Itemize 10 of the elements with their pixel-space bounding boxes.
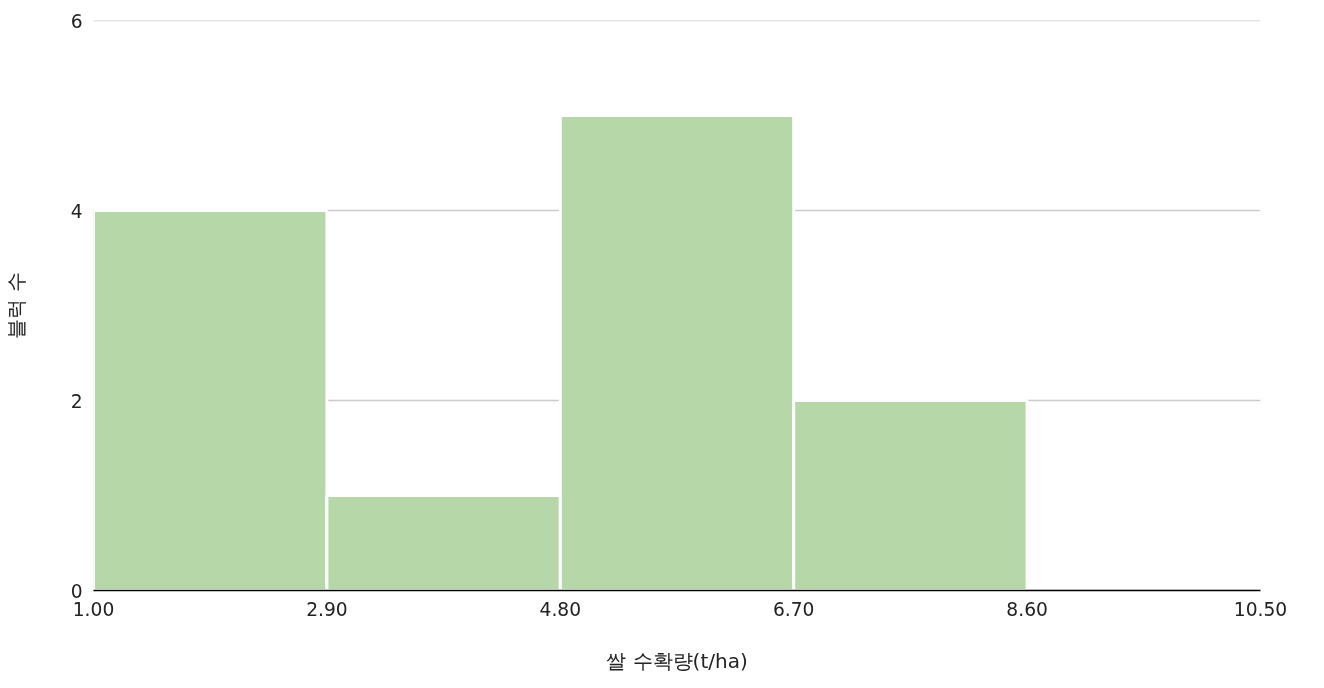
x-tick-label: 4.80 — [539, 598, 582, 620]
x-tick-label: 6.70 — [772, 598, 815, 620]
x-axis-title: 쌀 수확량(t/ha) — [606, 648, 748, 673]
y-axis-title: 블럭 수 — [3, 272, 28, 339]
x-tick-label: 10.50 — [1233, 598, 1288, 620]
y-tick-label: 2 — [70, 390, 83, 412]
x-tick-label: 8.60 — [1006, 598, 1048, 620]
y-tick-label: 4 — [70, 200, 83, 222]
y-tick-label: 6 — [70, 10, 83, 32]
x-tick-label: 2.90 — [306, 598, 348, 620]
